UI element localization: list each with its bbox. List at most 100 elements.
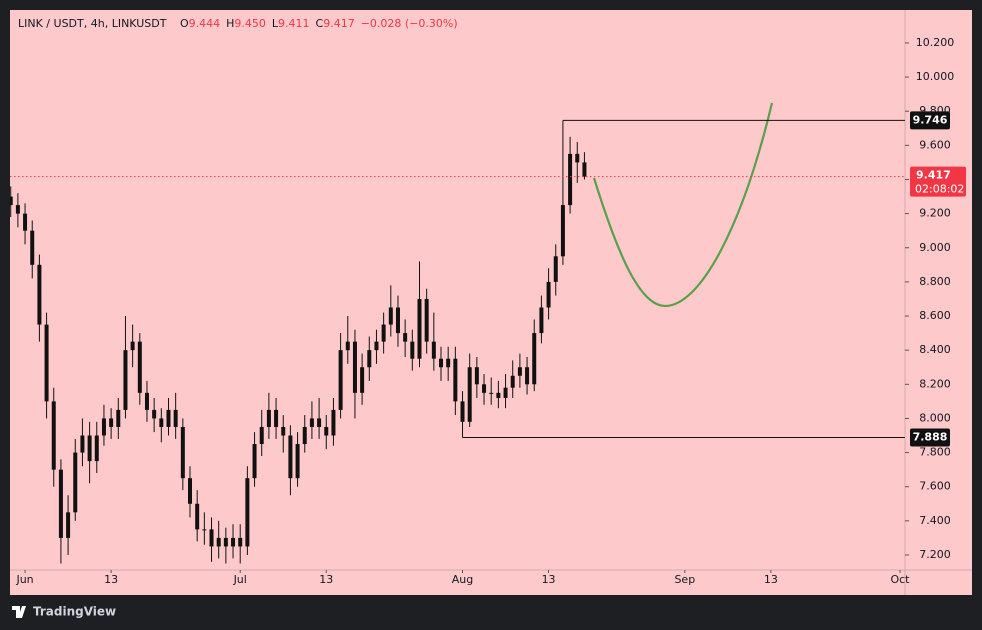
plot-area — [10, 120, 587, 564]
x-tick-label: Jun — [15, 573, 33, 586]
y-tick-label: 10.200 — [916, 36, 955, 49]
candle-body — [274, 409, 279, 427]
candle-body — [374, 341, 379, 351]
candle-body — [116, 409, 121, 427]
candle-body — [173, 409, 178, 427]
candle-body — [30, 230, 35, 265]
candle-body — [23, 213, 28, 231]
candle-body — [381, 324, 386, 342]
candle-body — [252, 444, 257, 479]
candle-body — [489, 392, 494, 394]
candle-body — [73, 452, 78, 513]
candle-body — [44, 324, 49, 402]
candle-body — [417, 298, 422, 359]
candle-body — [539, 307, 544, 334]
candle-body — [517, 367, 522, 376]
candle-body — [137, 341, 142, 393]
brand: TradingView — [12, 605, 116, 619]
legend-value: 9.417 — [323, 17, 355, 30]
y-tick-label: 10.000 — [916, 70, 955, 83]
legend-key: L — [272, 17, 279, 30]
candle-body — [223, 537, 228, 547]
x-tick-label: Sep — [674, 573, 695, 586]
candle-body — [367, 350, 372, 368]
candle-body — [259, 426, 264, 445]
candle-body — [180, 426, 185, 479]
brand-name: TradingView — [33, 605, 116, 619]
legend-key: C — [316, 17, 324, 30]
y-tick-label: 8.400 — [919, 343, 951, 356]
candle-body — [58, 469, 63, 538]
candle-body — [360, 367, 365, 393]
y-tick-label: 7.400 — [919, 514, 951, 527]
y-tick-label: 8.000 — [919, 411, 951, 424]
candle-body — [195, 503, 200, 530]
y-tick-label: 9.600 — [919, 138, 951, 151]
candle-body — [123, 350, 128, 410]
chart-background — [10, 10, 972, 595]
y-tick-label: 7.200 — [919, 548, 951, 561]
candle-body — [159, 418, 164, 427]
price-label: 9.417 — [916, 169, 951, 182]
candle-body — [66, 512, 71, 538]
candle-body — [15, 205, 20, 214]
legend-value: 9.411 — [278, 17, 310, 30]
candle-body — [575, 153, 580, 163]
candle-body — [317, 418, 322, 427]
candle-body — [331, 409, 336, 436]
level-label-box — [910, 111, 950, 130]
candle-body — [94, 435, 99, 462]
candle-body — [482, 384, 487, 393]
price-countdown: 02:08:02 — [915, 183, 964, 196]
candle-body — [338, 350, 343, 410]
candle-body — [130, 341, 135, 351]
legend-value: 9.450 — [234, 17, 266, 30]
candle-body — [281, 426, 286, 436]
level-label: 7.888 — [913, 431, 948, 444]
y-tick-label: 9.200 — [919, 207, 951, 220]
candle-body — [503, 387, 508, 398]
candle-body — [109, 418, 114, 427]
candle-body — [216, 537, 221, 547]
candle-body — [209, 529, 214, 547]
candle-body — [546, 281, 551, 308]
candle-body — [446, 358, 451, 368]
candle-body — [582, 162, 587, 177]
candle-body — [288, 435, 293, 479]
candle-body — [568, 153, 573, 206]
candle-body — [266, 409, 271, 427]
y-tick-label: 8.200 — [919, 377, 951, 390]
candle-body — [560, 205, 565, 257]
legend-change: −0.028 (−0.30%) — [361, 17, 458, 30]
x-tick-label: Aug — [452, 573, 473, 586]
candle-body — [553, 256, 558, 282]
x-tick-label: Jul — [233, 573, 247, 586]
candle-body — [37, 264, 42, 325]
candle-body — [324, 426, 329, 436]
level-label: 9.746 — [913, 113, 948, 126]
x-tick-label: 13 — [104, 573, 118, 586]
candle-body — [395, 307, 400, 334]
y-tick-label: 7.600 — [919, 480, 951, 493]
candle-body — [144, 392, 149, 410]
candle-body — [51, 401, 56, 470]
projection-curve — [592, 102, 774, 308]
candle-body — [388, 307, 393, 325]
candle-body — [410, 341, 415, 359]
candle-body — [231, 537, 236, 547]
candle-body — [453, 358, 458, 402]
candle-body — [525, 367, 530, 385]
legend-key: O — [180, 17, 189, 30]
candle-body — [202, 529, 207, 531]
candle-body — [403, 333, 408, 342]
x-tick-label: 13 — [764, 573, 778, 586]
candle-body — [245, 478, 250, 547]
level-label-box — [910, 428, 950, 447]
price-label-box — [910, 166, 966, 197]
candle-body — [166, 409, 171, 427]
candle-body — [309, 418, 314, 427]
candle-body — [152, 409, 157, 419]
x-tick-label: 13 — [542, 573, 556, 586]
legend-value: 9.444 — [189, 17, 221, 30]
symbol: LINK / USDT, 4h, LINKUSDT — [18, 17, 167, 30]
